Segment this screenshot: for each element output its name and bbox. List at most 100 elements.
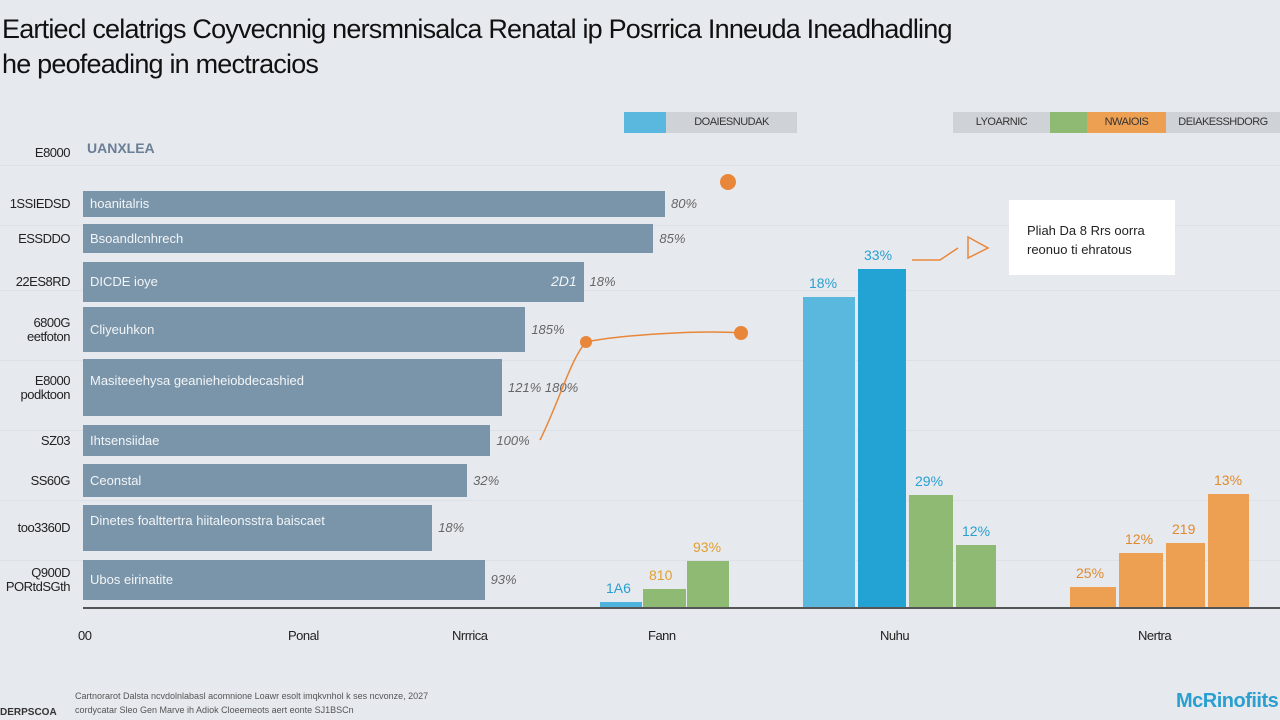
- x-tick-label: 00: [78, 628, 92, 643]
- x-tick-label: Nrrrica: [452, 628, 488, 643]
- bar-value-label: 29%: [915, 473, 944, 490]
- bar: [1070, 586, 1116, 607]
- bar-value-label: 219: [1172, 520, 1196, 537]
- gridline: [0, 360, 1280, 361]
- y-tick-text: 1SSIEDSD: [9, 196, 71, 211]
- bar-category-label: hoanitalris: [90, 196, 150, 211]
- legend-label: DEIAKESSHDORG: [1166, 112, 1280, 133]
- gridline: [0, 560, 1280, 561]
- bar: [83, 191, 665, 217]
- bar: [1208, 494, 1249, 607]
- y-tick-label: 6800G eetfoton: [0, 314, 71, 344]
- bar-value-label: 1A6: [606, 579, 631, 596]
- bar: [600, 601, 642, 607]
- callout-box: Pliah Da 8 Rrs oorra reonuo ti ehratous: [1009, 200, 1175, 275]
- bar: [83, 464, 468, 497]
- legend-swatch: [624, 112, 666, 133]
- bar-inner-value: 2D1: [551, 273, 577, 289]
- bar-value-label: 85%: [659, 230, 686, 246]
- arrow-icon: [967, 235, 990, 260]
- x-tick-label: Ponal: [288, 628, 319, 643]
- y-tick-label: Q900D PORtdSGth: [0, 565, 71, 594]
- bar-category-label: Ubos eirinatite: [90, 572, 174, 587]
- bar-category-label: Ihtsensiidae: [90, 432, 160, 448]
- bar: [83, 224, 654, 253]
- bar: [83, 359, 503, 416]
- bar: [1166, 542, 1205, 607]
- legend-label: NWAIOIS: [1087, 112, 1166, 133]
- bar-value-label: 33%: [864, 247, 893, 264]
- annotation-curve: [539, 331, 742, 441]
- x-tick-label: Nuhu: [880, 628, 910, 643]
- bar-category-label: Bsoandlcnhrech: [90, 230, 184, 246]
- bar: [803, 297, 855, 607]
- bar-value-label: 18%: [589, 274, 616, 289]
- bar-category-label: Cliyeuhkon: [90, 321, 155, 337]
- bar-category-label: DICDE ioye: [90, 274, 158, 289]
- bar: [687, 560, 729, 607]
- legend-label: LYOARNIC: [953, 112, 1050, 133]
- bar: [83, 425, 491, 456]
- bar-value-label: 18%: [809, 275, 838, 292]
- y-tick-text: too3360D: [17, 520, 71, 535]
- legend-swatch: [1050, 112, 1087, 133]
- y-tick-label: too3360D: [0, 520, 71, 535]
- bar-category-label: Dinetes foalttertra hiitaleonsstra baisc…: [90, 513, 325, 528]
- bar: [909, 495, 953, 607]
- y-tick-top: E8000: [34, 145, 71, 160]
- bar: [83, 560, 485, 600]
- brand-logo: McRinofiits: [1176, 690, 1279, 712]
- chart-title: Eartiecl celatrigs Coyvecnnig nersmnisal…: [2, 14, 952, 79]
- callout-line: reonuo ti ehratous: [1027, 242, 1132, 257]
- bar-category-label: Ceonstal: [90, 472, 142, 488]
- bar: [83, 505, 433, 551]
- bar-value-label: 25%: [1076, 564, 1105, 581]
- annotation-arrow-line: [912, 247, 959, 261]
- bar: [643, 589, 686, 607]
- bar-category-label: Masiteeehysa geanieheiobdecashied: [90, 372, 304, 388]
- y-tick-label: 1SSIEDSD: [0, 196, 71, 211]
- annotation-dot: [580, 336, 592, 348]
- bar-value-label: 12%: [962, 522, 991, 539]
- bar: [83, 307, 526, 352]
- bar: [858, 269, 906, 607]
- y-tick-text: podktoon: [20, 386, 71, 402]
- x-tick-label: Nertra: [1138, 628, 1172, 643]
- bar-value-label: 100%: [496, 432, 530, 448]
- gridline: [0, 430, 1280, 431]
- bar-value-label: 13%: [1214, 472, 1243, 489]
- bar-value-label: 18%: [438, 520, 465, 535]
- annotation-dot: [734, 326, 748, 340]
- y-tick-text: SZ03: [40, 432, 71, 448]
- y-tick-label: SS60G: [0, 472, 71, 488]
- callout-line: Pliah Da 8 Rrs oorra: [1027, 223, 1145, 238]
- gridline: [0, 500, 1280, 501]
- source-label: DERPSCOA: [0, 707, 57, 718]
- y-tick-label: E8000 podktoon: [0, 373, 71, 402]
- bar-value-label: 93%: [490, 572, 517, 587]
- y-tick-text: 6800G: [33, 314, 70, 330]
- bar: [956, 544, 996, 607]
- bar-value-label: 93%: [693, 538, 722, 555]
- y-tick-text: PORtdSGth: [5, 579, 71, 594]
- x-axis: [83, 607, 1280, 609]
- footer-line: Cartnorarot Dalsta ncvdolnlabasl acomnio…: [75, 691, 429, 701]
- y-tick-label: 22ES8RD: [0, 274, 71, 289]
- y-tick-text: Q900D: [31, 565, 70, 580]
- y-tick-text: eetfoton: [27, 328, 71, 344]
- y-tick-text: 22ES8RD: [15, 274, 71, 289]
- y-tick-label: ESSDDO: [0, 230, 70, 246]
- y-tick-text: SS60G: [30, 472, 71, 488]
- y-tick-text: ESSDDO: [18, 230, 70, 246]
- gridline: [0, 290, 1280, 291]
- gridline: [0, 165, 1280, 166]
- y-tick-label: SZ03: [0, 432, 71, 448]
- bar: [83, 262, 584, 302]
- bar-value-label: 185%: [531, 321, 565, 337]
- footer-line: cordycatar Sleo Gen Marve ih Adiok Cloee…: [75, 705, 354, 715]
- bar-value-label: 80%: [671, 196, 698, 211]
- x-tick-label: Fann: [648, 628, 676, 643]
- bar-value-label: 12%: [1125, 531, 1154, 548]
- legend-label: DOAIESNUDAK: [666, 112, 797, 133]
